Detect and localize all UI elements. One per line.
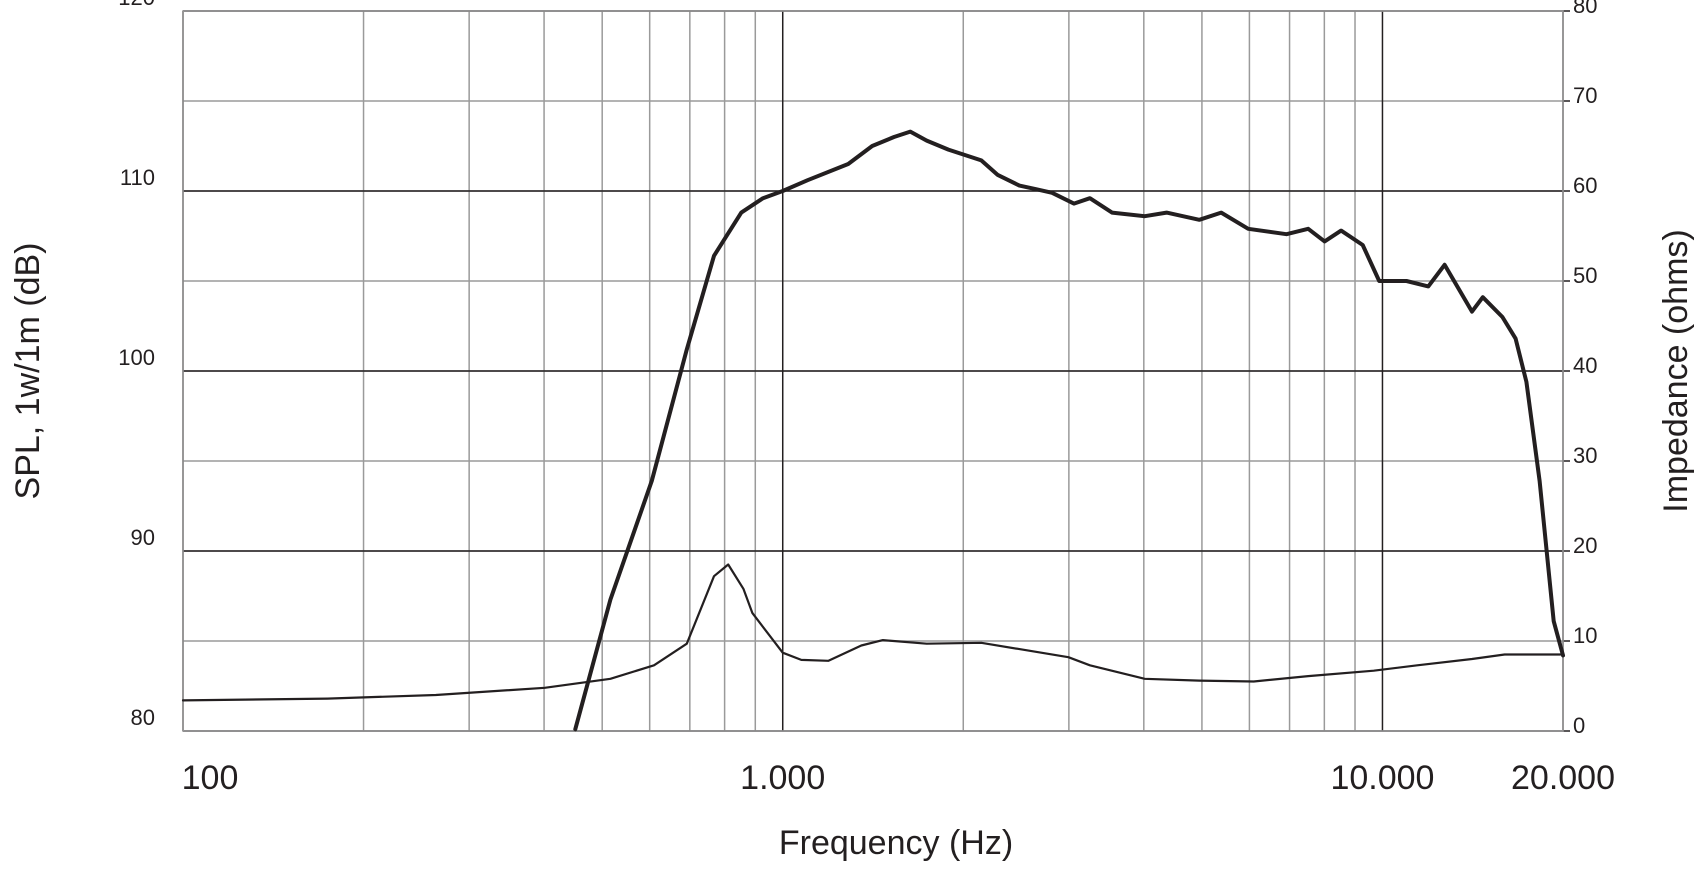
y-tick-label: 100	[118, 345, 155, 370]
y2-tick-label: 40	[1573, 353, 1597, 378]
data-line	[573, 129, 1565, 732]
x-tick-label: 100	[182, 759, 239, 797]
y-tick-label: 80	[131, 705, 155, 730]
y2-tick-label: 70	[1573, 83, 1597, 108]
plot-frame	[182, 10, 1564, 732]
y2-tick-label: 80	[1573, 0, 1597, 18]
y-tick-label: 90	[131, 525, 155, 550]
y-tick-label: 110	[120, 165, 155, 190]
y2-tick-label: 50	[1573, 263, 1597, 288]
y2-tick-label: 0	[1573, 713, 1585, 738]
y2-axis-title: Impedance (ohms)	[1657, 229, 1695, 512]
y2-tick-label: 20	[1573, 533, 1597, 558]
y-axis-title: SPL, 1w/1m (dB)	[9, 243, 47, 500]
data-line	[181, 563, 1562, 702]
y-tick-label: 120	[118, 0, 155, 10]
x-tick-label: 20.000	[1511, 759, 1615, 797]
y2-tick-label: 60	[1573, 173, 1597, 198]
x-tick-label: 10.000	[1330, 759, 1434, 797]
x-axis-title: Frequency (Hz)	[779, 824, 1013, 862]
x-tick-label: 1.000	[740, 759, 825, 797]
y2-tick-label: 30	[1573, 443, 1597, 468]
y2-tick-label: 10	[1573, 623, 1597, 648]
